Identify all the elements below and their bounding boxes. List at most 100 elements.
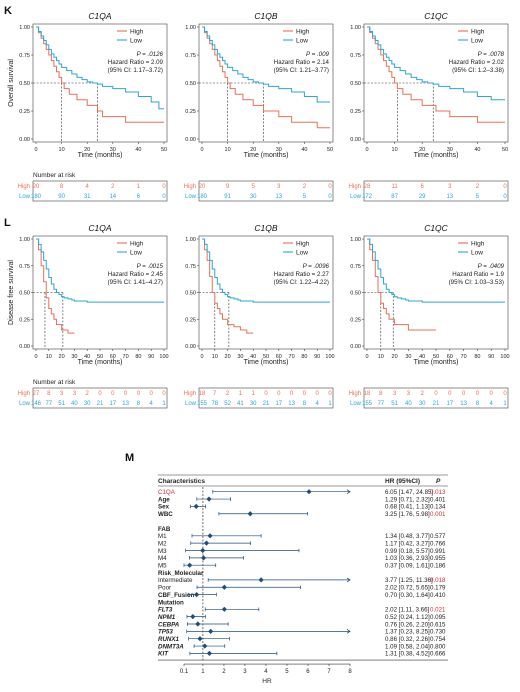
- forest-hr-text: 0.37 [0.09, 1.61]: [385, 563, 430, 570]
- risk-count-high-K-c1qb: 0: [328, 184, 332, 190]
- risk-count-low-L-c1qa: 21: [97, 401, 104, 407]
- km-curve-high-K-c1qc: [367, 26, 505, 123]
- forest-row-label: Sex: [158, 504, 170, 511]
- risk-count-high-L-c1qb: 2: [226, 391, 230, 397]
- forest-p-value: 0.095: [430, 614, 446, 621]
- forest-hr-text: 0.86 [0.32, 2.26]: [385, 636, 430, 643]
- stats-line-K-c1qc: Hazard Ratio = 2.02: [449, 59, 505, 66]
- forest-row-label: RUNX1: [158, 636, 180, 643]
- y-tick-label-K-c1qb: 0.75: [185, 53, 196, 59]
- risk-count-low-K-c1qc: 5: [476, 194, 480, 200]
- risk-count-high-L-c1qc: 18: [364, 391, 371, 397]
- forest-x-tick-label: 3: [243, 669, 247, 675]
- y-tick-label-K-c1qc: 0.00: [350, 137, 361, 143]
- risk-count-high-L-c1qb: 7: [213, 391, 217, 397]
- risk-count-low-K-c1qb: 30: [250, 194, 257, 200]
- stats-line-L-c1qb: Hazard Ratio = 2.27: [274, 271, 330, 278]
- x-tick-label-L-c1qc: 90: [488, 354, 494, 360]
- forest-point-estimate: [197, 636, 203, 642]
- stats-line-K-c1qa: Hazard Ratio = 2.09: [108, 59, 164, 66]
- x-tick-label-K-c1qb: 40: [301, 147, 307, 153]
- risk-count-high-K-c1qc: 6: [421, 184, 425, 190]
- y-tick-label-K-c1qc: 1.00: [350, 25, 361, 31]
- forest-point-estimate: [190, 614, 196, 620]
- panel-letter-m: M: [125, 452, 134, 464]
- stats-line-L-c1qc: P = .0409: [478, 263, 505, 270]
- forest-x-tick-label: 7: [327, 669, 331, 675]
- x-tick-label-K-c1qa: 40: [135, 147, 141, 153]
- x-axis-label-L-c1qb: Time (months): [244, 359, 289, 366]
- x-tick-label-K-c1qb: 10: [225, 147, 231, 153]
- risk-row-label-low-K-c1qb: Low: [185, 194, 197, 200]
- forest-hr-text: 0.99 [0.18, 5.57]: [385, 548, 430, 555]
- risk-count-high-L-c1qb: 0: [328, 391, 332, 397]
- risk-count-low-K-c1qc: 172: [362, 194, 373, 200]
- stats-line-L-c1qa: (95% CI: 1.41–4.27): [108, 279, 163, 286]
- forest-row-label: M5: [158, 563, 167, 570]
- risk-count-high-L-c1qc: 0: [448, 391, 452, 397]
- risk-count-high-K-c1qc: 3: [448, 184, 452, 190]
- risk-count-high-L-c1qa: 0: [162, 391, 166, 397]
- y-tick-label-K-c1qb: 0.00: [185, 137, 196, 143]
- risk-count-low-K-c1qc: 13: [446, 194, 453, 200]
- x-tick-label-L-c1qa: 20: [59, 354, 65, 360]
- x-tick-label-L-c1qb: 60: [276, 354, 282, 360]
- forest-hr-text: 0.70 [0.30, 1.64]: [385, 592, 430, 599]
- stats-line-L-c1qc: (95% CI: 1.03–3.53): [449, 279, 504, 286]
- risk-row-label-low-L-c1qb: Low: [185, 401, 197, 407]
- risk-count-high-K-c1qa: 20: [33, 184, 40, 190]
- forest-x-tick-label: 8: [348, 669, 352, 675]
- y-tick-label-L-c1qa: 0.75: [19, 264, 30, 270]
- risk-count-low-L-c1qa: 8: [137, 401, 141, 407]
- x-tick-label-K-c1qa: 0: [34, 147, 37, 153]
- forest-header-hr: HR (95%CI): [385, 478, 420, 485]
- x-tick-label-L-c1qb: 10: [212, 354, 218, 360]
- forest-p-value: 0.754: [430, 636, 446, 643]
- risk-count-high-L-c1qc: 2: [421, 391, 425, 397]
- forest-row-label: WBC: [158, 511, 173, 518]
- risk-count-high-L-c1qa: 3: [73, 391, 77, 397]
- km-curve-low-K-c1qb: [202, 26, 330, 103]
- km-curve-low-K-c1qc: [367, 26, 505, 101]
- stats-line-L-c1qa: P = .0015: [137, 263, 164, 270]
- forest-row-label: TP53: [158, 629, 173, 636]
- forest-hr-text: 1.03 [0.36, 2.93]: [385, 555, 430, 562]
- chart-title-K-c1qa: C1QA: [88, 11, 111, 21]
- risk-count-low-L-c1qa: 4: [150, 401, 154, 407]
- x-tick-label-L-c1qc: 80: [474, 354, 480, 360]
- forest-hr-text: 0.76 [0.26, 2.20]: [385, 621, 430, 628]
- risk-table-frame-L-c1qb: [198, 387, 334, 409]
- forest-hr-text: 1.37 [0.23, 8.25]: [385, 629, 430, 636]
- km-curve-high-K-c1qa: [36, 26, 164, 123]
- forest-p-value: 0.615: [430, 621, 446, 628]
- forest-row-label: DNMT3A: [158, 643, 184, 650]
- risk-count-high-K-c1qb: 20: [199, 184, 206, 190]
- risk-count-low-L-c1qb: 13: [288, 401, 295, 407]
- risk-count-low-L-c1qa: 13: [122, 401, 129, 407]
- forest-hr-text: 1.29 [0.71, 2.32]: [385, 496, 430, 503]
- forest-hr-text: 1.34 [0.48, 3.77]: [385, 533, 430, 540]
- risk-count-high-L-c1qb: 0: [316, 391, 320, 397]
- risk-count-low-K-c1qc: 0: [503, 194, 507, 200]
- risk-count-high-L-c1qb: 0: [264, 391, 268, 397]
- x-tick-label-L-c1qb: 80: [301, 354, 307, 360]
- legend-label-high-K-c1qc: High: [471, 29, 485, 36]
- x-tick-label-L-c1qa: 30: [71, 354, 77, 360]
- risk-count-high-L-c1qa: 2: [86, 391, 90, 397]
- risk-row-label-low-L-c1qa: Low: [19, 401, 31, 407]
- risk-count-low-L-c1qc: 155: [362, 401, 373, 407]
- risk-count-high-K-c1qc: 2: [476, 184, 480, 190]
- x-tick-label-K-c1qa: 30: [110, 147, 116, 153]
- y-tick-label-K-c1qb: 0.50: [185, 81, 196, 87]
- legend-label-low-L-c1qc: Low: [471, 250, 483, 257]
- stats-line-K-c1qc: P = .0078: [478, 51, 505, 58]
- km-curve-low-L-c1qb: [202, 238, 330, 303]
- y-tick-label-K-c1qa: 0.50: [19, 81, 30, 87]
- plot-frame-L-c1qb: [198, 235, 334, 350]
- risk-count-high-L-c1qc: 3: [407, 391, 411, 397]
- risk-row-label-high-K-c1qa: High: [18, 184, 30, 190]
- forest-x-tick-label: 2: [222, 669, 226, 675]
- forest-header-characteristics: Characteristics: [158, 478, 205, 485]
- risk-row-label-high-K-c1qb: High: [184, 184, 196, 190]
